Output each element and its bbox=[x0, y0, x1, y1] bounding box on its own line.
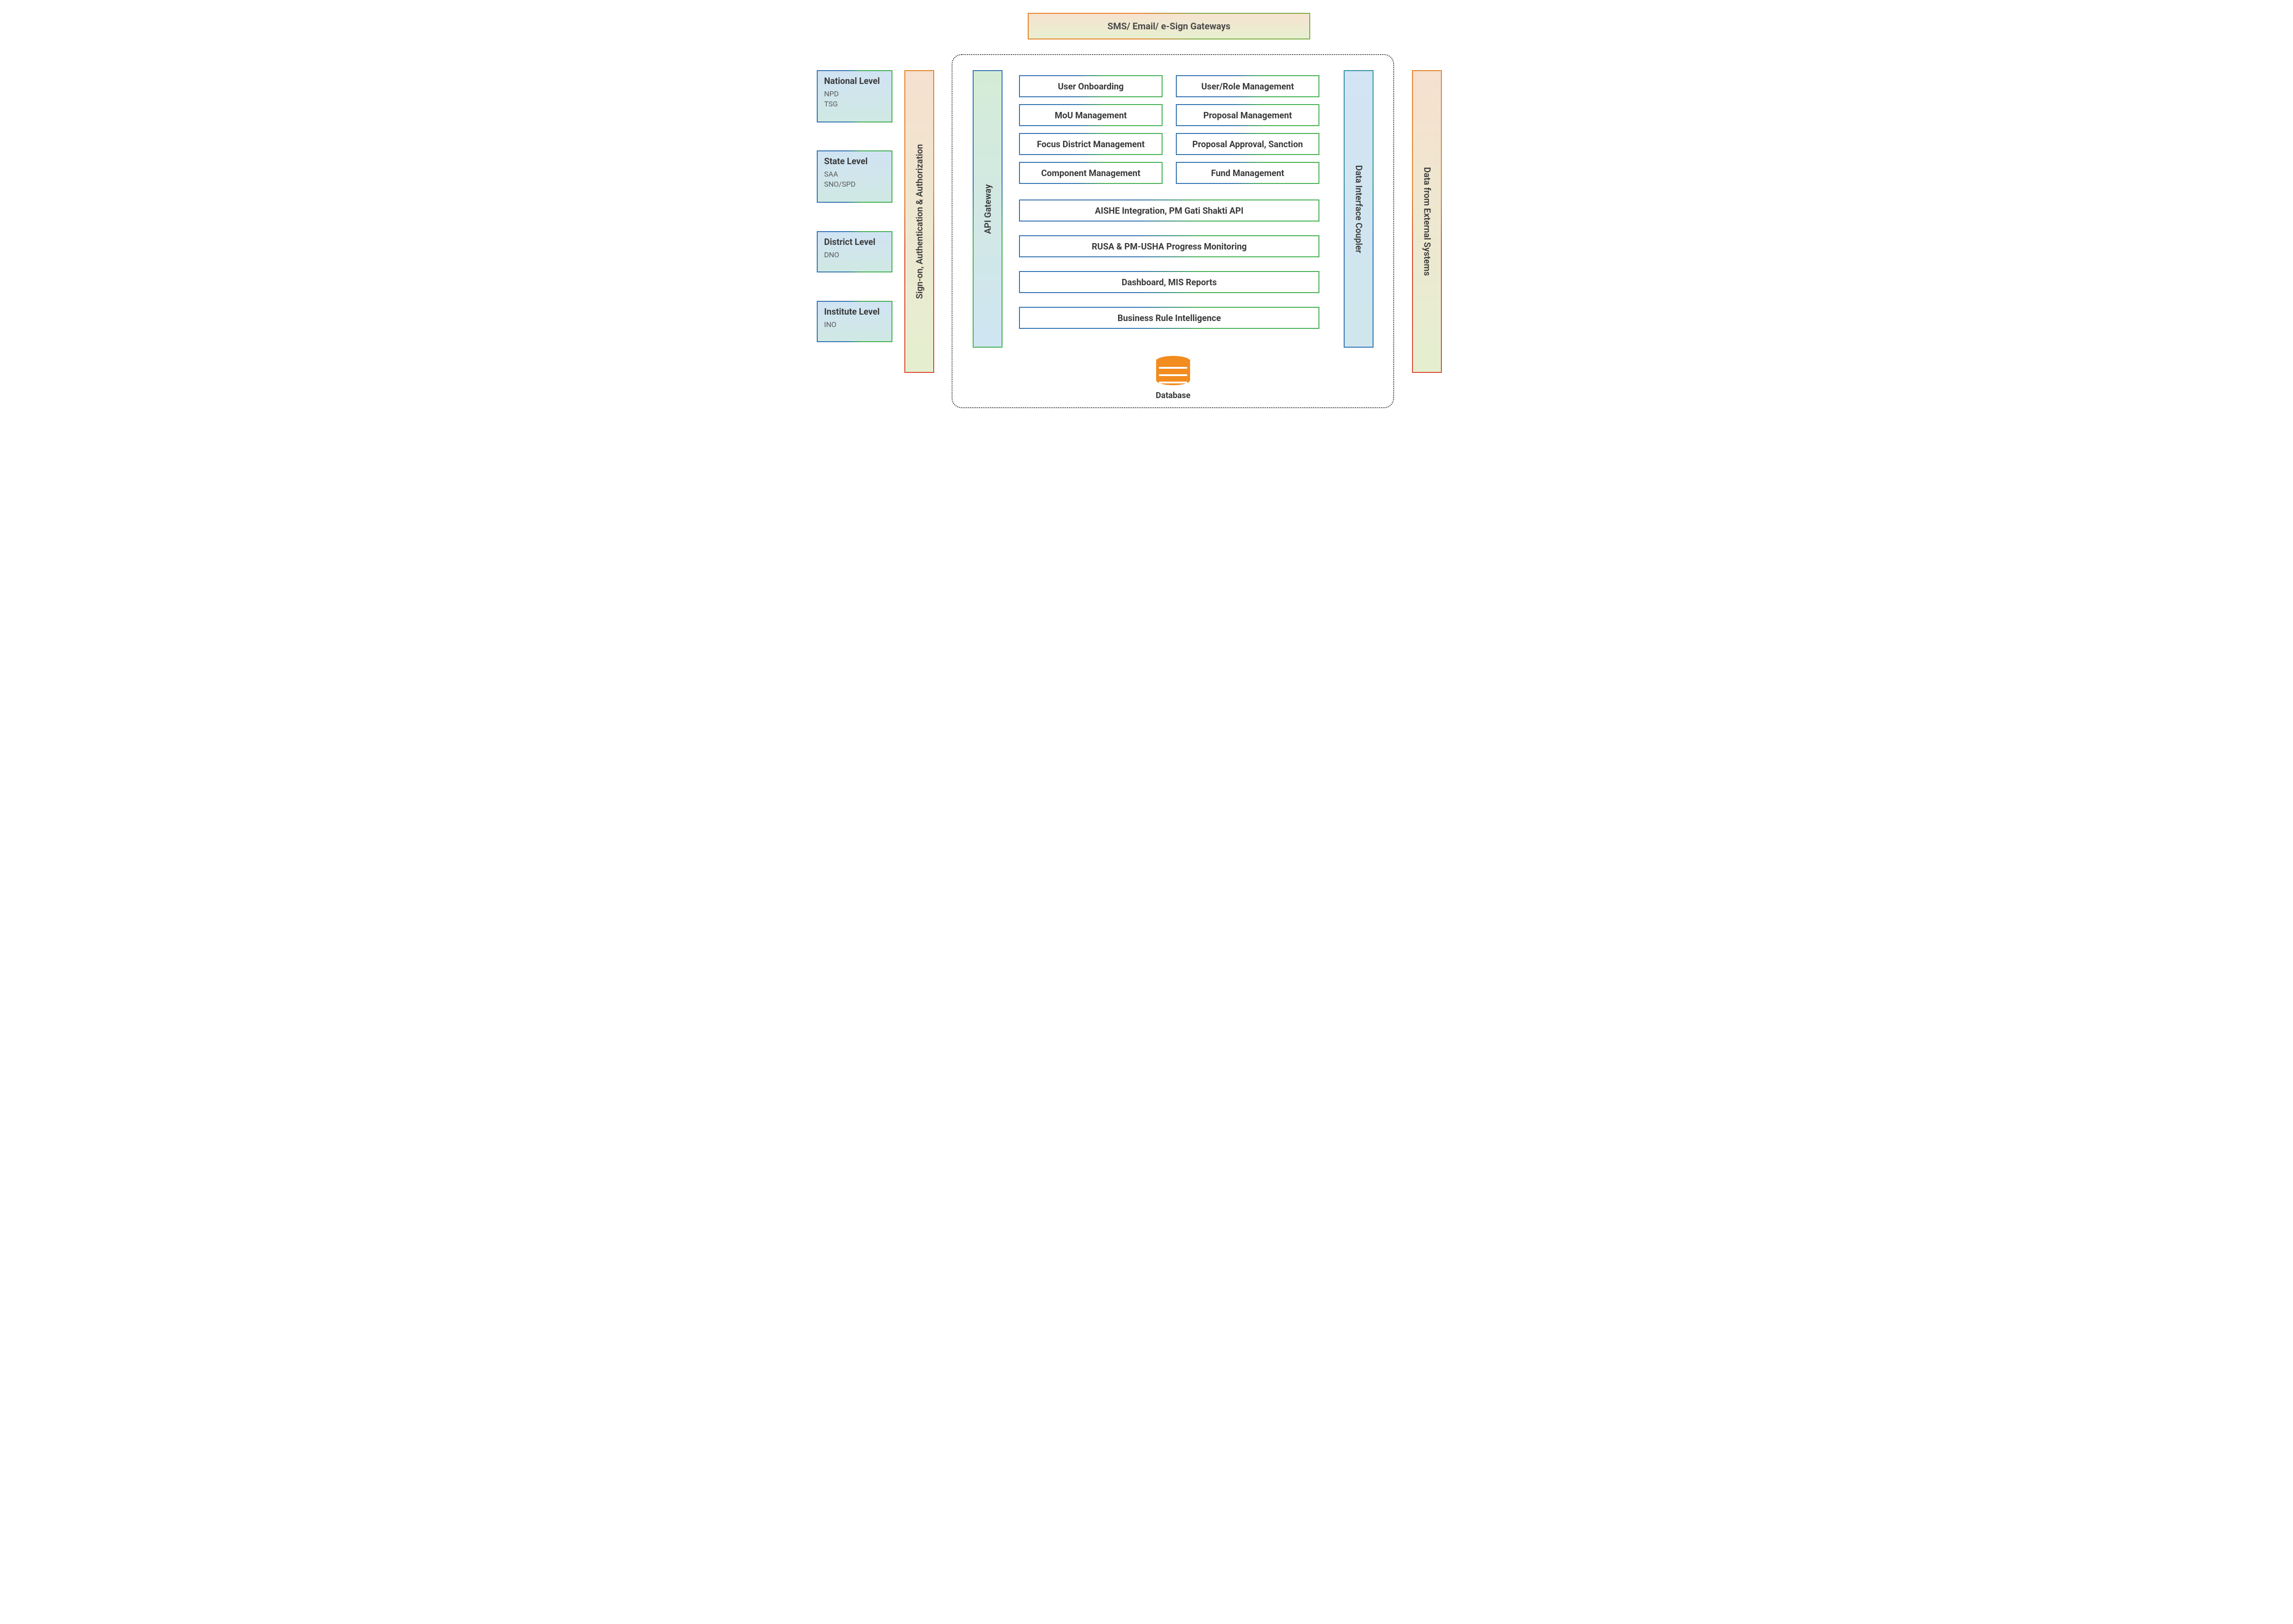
module-label: AISHE Integration, PM Gati Shakti API bbox=[1095, 205, 1244, 216]
module-mou-mgmt: MoU Management bbox=[1019, 104, 1163, 126]
architecture-diagram: SMS/ Email/ e-Sign Gateways National Lev… bbox=[811, 9, 1482, 415]
module-focus-district: Focus District Management bbox=[1019, 133, 1163, 155]
level-title: Institute Level bbox=[824, 306, 885, 317]
module-label: MoU Management bbox=[1055, 110, 1127, 121]
level-national: National Level NPD TSG bbox=[817, 70, 892, 122]
level-district: District Level DNO bbox=[817, 231, 892, 272]
module-label: Component Management bbox=[1041, 168, 1140, 178]
external-data-label: Data from External Systems bbox=[1422, 167, 1432, 276]
module-label: Focus District Management bbox=[1037, 139, 1145, 150]
module-label: Proposal Management bbox=[1203, 110, 1292, 121]
data-coupler-column: Data Interface Coupler bbox=[1344, 70, 1374, 348]
module-aishe-gati: AISHE Integration, PM Gati Shakti API bbox=[1019, 200, 1319, 222]
level-sub: INO bbox=[824, 320, 885, 330]
external-data-column: Data from External Systems bbox=[1412, 70, 1442, 373]
api-gateway-label: API Gateway bbox=[982, 184, 993, 233]
module-fund-mgmt: Fund Management bbox=[1176, 162, 1319, 184]
module-label: Fund Management bbox=[1211, 168, 1284, 178]
gateways-label: SMS/ Email/ e-Sign Gateways bbox=[1108, 21, 1230, 32]
auth-column: Sign-on, Authentication & Authorization bbox=[904, 70, 934, 373]
level-title: District Level bbox=[824, 237, 885, 247]
level-state: State Level SAA SNO/SPD bbox=[817, 150, 892, 203]
module-proposal-approval: Proposal Approval, Sanction bbox=[1176, 133, 1319, 155]
module-label: User/Role Management bbox=[1202, 81, 1294, 92]
module-business-rule: Business Rule Intelligence bbox=[1019, 307, 1319, 329]
database: Database bbox=[1151, 356, 1195, 400]
level-sub: TSG bbox=[824, 99, 885, 109]
level-sub: SAA bbox=[824, 169, 885, 179]
level-sub: NPD bbox=[824, 89, 885, 99]
auth-label: Sign-on, Authentication & Authorization bbox=[914, 144, 925, 299]
module-progress-monitoring: RUSA & PM-USHA Progress Monitoring bbox=[1019, 235, 1319, 257]
module-dashboard-mis: Dashboard, MIS Reports bbox=[1019, 271, 1319, 293]
gateways-banner: SMS/ Email/ e-Sign Gateways bbox=[1028, 13, 1310, 39]
api-gateway-column: API Gateway bbox=[973, 70, 1002, 348]
level-title: State Level bbox=[824, 156, 885, 166]
system-boundary bbox=[952, 54, 1394, 408]
module-proposal-mgmt: Proposal Management bbox=[1176, 104, 1319, 126]
database-icon bbox=[1156, 356, 1190, 388]
module-user-onboarding: User Onboarding bbox=[1019, 75, 1163, 97]
database-label: Database bbox=[1151, 391, 1195, 400]
module-label: Proposal Approval, Sanction bbox=[1192, 139, 1303, 150]
module-label: Dashboard, MIS Reports bbox=[1122, 277, 1217, 288]
level-sub: SNO/SPD bbox=[824, 179, 885, 189]
module-label: RUSA & PM-USHA Progress Monitoring bbox=[1092, 241, 1247, 252]
module-label: User Onboarding bbox=[1058, 81, 1124, 92]
level-sub: DNO bbox=[824, 250, 885, 260]
data-coupler-label: Data Interface Coupler bbox=[1353, 165, 1364, 253]
level-institute: Institute Level INO bbox=[817, 301, 892, 342]
module-label: Business Rule Intelligence bbox=[1118, 313, 1221, 323]
module-component-mgmt: Component Management bbox=[1019, 162, 1163, 184]
module-user-role-mgmt: User/Role Management bbox=[1176, 75, 1319, 97]
level-title: National Level bbox=[824, 76, 885, 86]
